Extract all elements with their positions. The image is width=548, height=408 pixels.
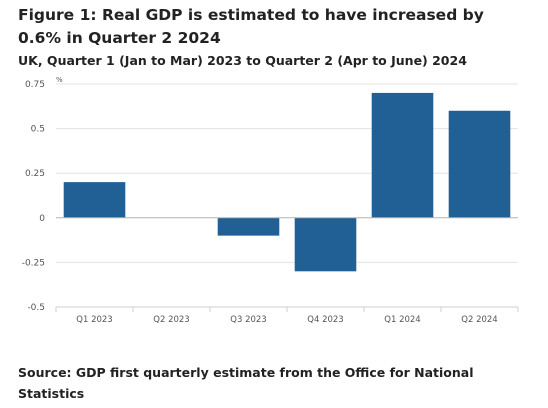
x-tick-label: Q1 2023 <box>76 315 112 325</box>
x-tick-label: Q2 2023 <box>153 315 189 325</box>
bar <box>294 217 357 272</box>
x-tick-label: Q1 2024 <box>384 315 420 325</box>
x-tick-label: Q2 2024 <box>461 315 497 325</box>
y-axis-unit-label: % <box>56 76 63 84</box>
x-tick-label: Q3 2023 <box>230 315 266 325</box>
chart-subtitle: UK, Quarter 1 (Jan to Mar) 2023 to Quart… <box>18 53 467 68</box>
source-note: Source: GDP first quarterly estimate fro… <box>18 365 474 401</box>
x-tick-label: Q4 2023 <box>307 315 343 325</box>
y-tick-label: 0.25 <box>25 169 45 179</box>
bar <box>217 217 280 236</box>
axes: 0.75 0.5 0.25 0 -0.25 -0.5 Q1 2023 Q2 2023 Q3 20… <box>22 80 519 325</box>
bar <box>371 92 434 218</box>
bars <box>63 92 511 272</box>
bar-chart: 0.75 0.5 0.25 0 -0.25 -0.5 Q1 2023 Q2 2023 Q3 20… <box>22 76 519 325</box>
bar <box>63 182 126 218</box>
y-tick-label: 0.5 <box>31 125 45 135</box>
y-tick-label: -0.25 <box>22 258 45 268</box>
y-tick-label: 0.75 <box>25 80 45 90</box>
y-tick-label: 0 <box>39 214 45 224</box>
chart-title: Figure 1: Real GDP is estimated to have … <box>18 6 484 47</box>
y-tick-label: -0.5 <box>27 303 45 313</box>
bar <box>448 110 511 218</box>
